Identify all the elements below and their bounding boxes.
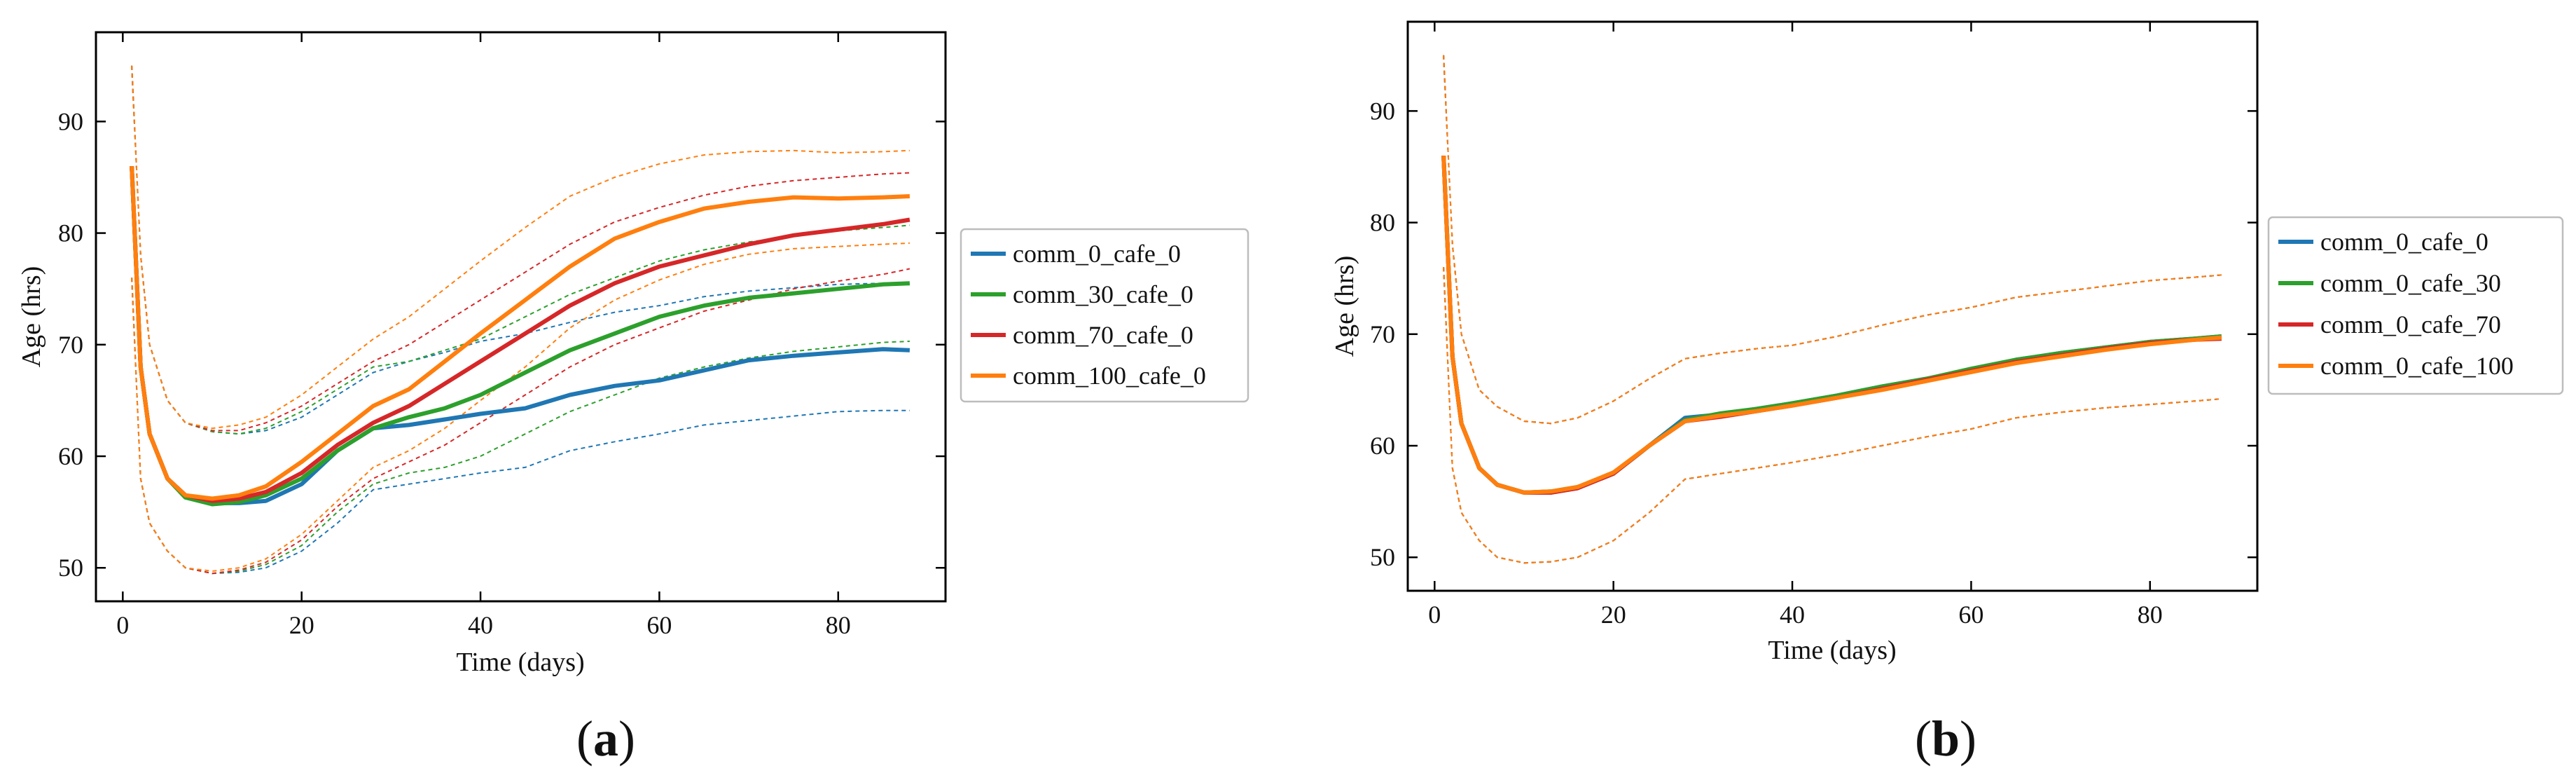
series-lower-band xyxy=(131,278,910,575)
panel-b-label: b xyxy=(1932,711,1960,767)
panel-b-y-tick-labels: 50 60 70 80 90 xyxy=(1370,97,1395,571)
series-upper-band xyxy=(1443,55,2222,425)
y-tick-label: 90 xyxy=(1370,97,1395,125)
series-mean-line xyxy=(1441,155,2222,495)
panel-b-legend-box xyxy=(2267,216,2564,395)
x-tick-label: 60 xyxy=(646,611,672,639)
panel-b-x-tick-labels: 0 20 40 60 80 xyxy=(1428,601,2163,629)
panel-a-ticks xyxy=(96,32,946,601)
panel-a-y-tick-labels: 50 60 70 80 90 xyxy=(58,107,83,582)
panel-a-x-axis-label: Time (days) xyxy=(456,648,584,677)
panel-a-caption: (a) xyxy=(576,711,635,767)
x-tick-label: 60 xyxy=(1958,601,1983,629)
series-mean-line xyxy=(130,165,910,501)
y-tick-label: 90 xyxy=(58,107,83,135)
y-tick-label: 70 xyxy=(1370,320,1395,348)
legend-label: comm_0_cafe_0 xyxy=(1013,240,1181,268)
y-tick-label: 80 xyxy=(58,219,83,247)
panel-b-mean-lines xyxy=(1441,155,2222,495)
series-upper-band xyxy=(1443,55,2222,425)
x-tick-label: 80 xyxy=(826,611,851,639)
series-upper-band xyxy=(131,65,910,435)
series-upper-band xyxy=(131,65,910,430)
panel-b-axes-frame xyxy=(1406,20,2259,592)
series-lower-band xyxy=(131,268,910,575)
series-mean-line xyxy=(130,165,910,503)
x-tick-label: 0 xyxy=(1428,601,1441,629)
panel-b-plot-area xyxy=(1441,55,2222,564)
x-tick-label: 20 xyxy=(289,611,314,639)
panel-a-label: a xyxy=(593,711,618,767)
panel-b-caption: (b) xyxy=(1915,711,1976,767)
panel-b-bands xyxy=(1443,55,2222,564)
series-lower-band xyxy=(1443,267,2222,564)
series-mean-line xyxy=(1441,155,2222,495)
panel-a-y-axis-label: Age (hrs) xyxy=(17,266,46,368)
legend-label: comm_0_cafe_0 xyxy=(2320,228,2488,256)
series-lower-band xyxy=(131,278,910,575)
series-upper-band xyxy=(1443,55,2222,425)
panel-a-plot-area xyxy=(130,65,910,575)
svg-text:(b): (b) xyxy=(1915,711,1976,767)
legend-label: comm_0_cafe_30 xyxy=(2320,269,2501,297)
y-tick-label: 50 xyxy=(1370,543,1395,571)
panel-a-legend: comm_0_cafe_0 comm_30_cafe_0 comm_70_caf… xyxy=(960,228,1249,403)
x-tick-label: 0 xyxy=(116,611,129,639)
y-tick-label: 50 xyxy=(58,554,83,582)
panel-a-legend-box xyxy=(960,228,1249,403)
series-upper-band xyxy=(131,65,910,435)
panel-a-mean-lines xyxy=(130,165,910,507)
series-lower-band xyxy=(131,242,910,573)
y-tick-label: 60 xyxy=(58,442,83,470)
series-mean-line xyxy=(1441,155,2222,495)
legend-label: comm_0_cafe_100 xyxy=(2320,352,2514,380)
series-upper-band xyxy=(1443,55,2222,425)
series-lower-band xyxy=(1443,267,2222,564)
x-tick-label: 40 xyxy=(1780,601,1805,629)
series-mean-line xyxy=(1441,155,2222,495)
series-lower-band xyxy=(1443,267,2222,564)
panel-a-axes-frame xyxy=(95,31,947,603)
series-lower-band xyxy=(1443,267,2222,564)
panel-b-y-axis-label: Age (hrs) xyxy=(1330,256,1359,357)
y-tick-label: 80 xyxy=(1370,209,1395,237)
x-tick-label: 40 xyxy=(468,611,493,639)
y-tick-label: 70 xyxy=(58,331,83,359)
legend-label: comm_0_cafe_70 xyxy=(2320,310,2501,338)
x-tick-label: 80 xyxy=(2138,601,2163,629)
panel-b-x-axis-label: Time (days) xyxy=(1768,636,1896,665)
legend-label: comm_70_cafe_0 xyxy=(1013,321,1193,349)
legend-label: comm_30_cafe_0 xyxy=(1013,280,1193,308)
panel-a-x-tick-labels: 0 20 40 60 80 xyxy=(116,611,851,639)
y-tick-label: 60 xyxy=(1370,432,1395,460)
panel-a: 0 20 40 60 80 50 60 70 80 90 Time (days)… xyxy=(17,31,1249,767)
series-upper-band xyxy=(131,65,910,432)
legend-label: comm_100_cafe_0 xyxy=(1013,362,1206,390)
panel-b: 0 20 40 60 80 50 60 70 80 90 Time (days)… xyxy=(1330,20,2564,767)
panel-b-legend: comm_0_cafe_0 comm_0_cafe_30 comm_0_cafe… xyxy=(2267,216,2564,395)
panel-b-ticks xyxy=(1408,22,2257,591)
x-tick-label: 20 xyxy=(1601,601,1626,629)
svg-text:(a): (a) xyxy=(576,711,635,767)
